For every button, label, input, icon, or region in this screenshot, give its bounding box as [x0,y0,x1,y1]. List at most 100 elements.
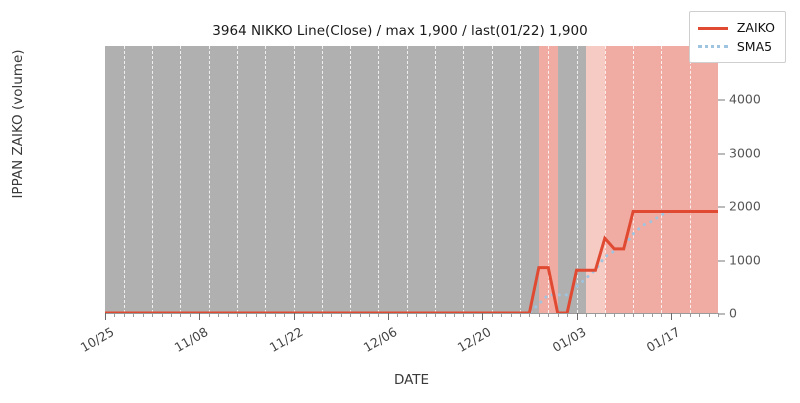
x-tick-minor [171,313,172,317]
legend-swatch-sma5 [697,41,728,53]
x-tick-minor [567,313,569,317]
x-tick-minor [463,313,465,317]
x-tick-minor [444,313,446,317]
x-tick-11-08 [199,313,201,320]
x-tick-12-20 [482,313,484,320]
x-tick-label-11-22: 11/22 [266,324,306,356]
x-tick-label-11-08: 11/08 [172,324,211,356]
x-tick-minor [331,313,333,317]
x-tick-minor [538,313,540,317]
gridline [463,46,465,313]
x-tick-12-06 [387,313,389,320]
gridline [265,46,267,313]
x-tick-minor [227,313,229,317]
x-tick-minor [161,313,163,317]
x-tick-minor [321,313,323,317]
x-tick-minor [529,313,531,317]
gridline [321,46,323,313]
x-tick-minor [114,313,116,317]
x-tick-minor [604,313,606,317]
x-tick-minor [501,313,503,317]
x-tick-minor [397,313,399,317]
x-tick-minor [312,313,314,317]
x-axis: 10/25 11/08 11/22 12/06 12/20 01/03 01/17 [78,313,719,403]
x-tick-minor [369,313,371,317]
x-tick-minor [340,313,342,317]
x-tick-minor [633,313,635,317]
x-tick-minor [595,313,597,317]
x-tick-10-25 [105,313,106,320]
x-tick-minor [425,313,427,317]
legend-swatch-zaiko [697,22,728,34]
x-tick-minor [142,313,144,317]
gridline [661,46,663,313]
gridline [350,46,352,313]
light-pink-band-3 [585,46,605,313]
x-tick-minor [453,313,455,317]
x-tick-minor [472,313,474,317]
legend-label-zaiko: ZAIKO [736,20,775,35]
x-tick-minor [718,313,719,317]
y-tick-3000: 3000 [718,145,761,160]
gridline [519,46,521,313]
y-axis: 010002000300040005000 [718,39,798,321]
gridline [633,46,635,313]
x-tick-minor [510,313,512,317]
zaiko-series [105,210,718,313]
x-tick-minor [708,313,710,317]
x-tick-minor [614,313,616,317]
x-tick-minor [548,313,550,317]
y-tick-2000: 2000 [718,199,761,214]
x-tick-minor [623,313,625,317]
y-axis-label: IPPAN ZAIKO (volume) [10,49,26,199]
x-tick-minor [208,313,210,317]
x-tick-label-10-25: 10/25 [77,324,117,356]
y-tick-4000: 4000 [718,92,761,107]
x-tick-minor [180,313,182,317]
x-tick-minor [303,313,305,317]
x-tick-11-22 [293,313,295,320]
x-tick-minor [378,313,380,317]
gridline [208,46,210,313]
gridline [378,46,380,313]
legend-item-zaiko[interactable]: ZAIKO [697,18,775,37]
x-tick-minor [255,313,257,317]
x-tick-minor [435,313,437,317]
x-tick-01-03 [576,313,578,320]
legend-label-sma5: SMA5 [736,39,773,54]
x-tick-minor [491,313,493,317]
gridline [152,46,154,313]
x-tick-minor [265,313,267,317]
gridline [406,46,408,313]
x-tick-minor [680,313,682,317]
x-tick-minor [519,313,521,317]
x-tick-minor [123,313,125,317]
legend[interactable]: ZAIKO SMA5 [688,11,786,63]
x-tick-minor [284,313,286,317]
x-tick-minor [350,313,352,317]
gridline [123,46,125,313]
gridline [435,46,437,313]
x-tick-minor [274,313,276,317]
gridline [689,46,691,313]
x-tick-minor [585,313,587,317]
sma5-series [105,210,718,313]
gridline [604,46,606,313]
x-tick-label-12-06: 12/06 [360,324,400,356]
x-tick-minor [416,313,418,317]
x-tick-minor [642,313,644,317]
x-tick-01-17 [670,313,672,320]
x-tick-minor [661,313,663,317]
chart-title: 3964 NIKKO Line(Close) / max 1,900 / las… [212,23,588,39]
gridline [180,46,182,313]
y-tick-0: 0 [718,306,737,321]
gridline [293,46,295,313]
x-tick-label-12-20: 12/20 [455,324,494,356]
plot-area [105,46,718,313]
x-tick-label-01-17: 01/17 [643,324,683,356]
x-tick-label-01-03: 01/03 [549,324,589,356]
x-tick-minor [699,313,701,317]
legend-item-sma5[interactable]: SMA5 [697,37,775,56]
gray-band-2 [557,46,586,313]
x-tick-minor [237,313,239,317]
